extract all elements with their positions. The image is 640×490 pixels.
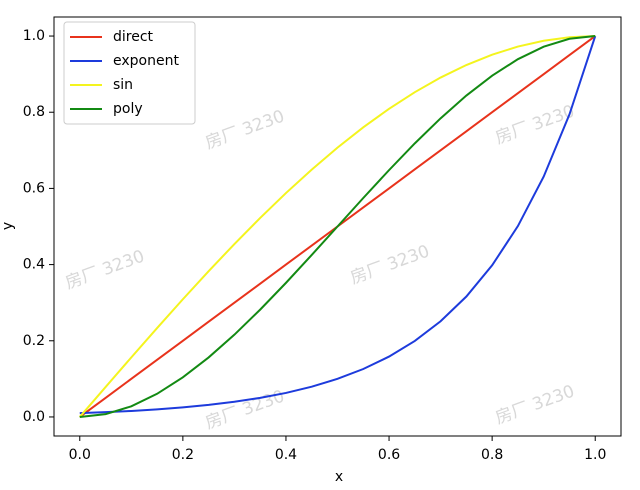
y-tick-label: 0.6 <box>23 180 45 196</box>
legend-label: sin <box>113 77 133 93</box>
x-axis-label: x <box>335 469 343 485</box>
watermark: 房厂 3230 <box>203 106 288 153</box>
y-tick-label: 0.8 <box>23 104 45 120</box>
y-tick-label: 1.0 <box>23 28 45 44</box>
series-line <box>79 35 596 418</box>
x-tick-label: 0.4 <box>275 447 297 463</box>
series-line <box>79 35 597 415</box>
x-tick-label: 0.6 <box>378 447 400 463</box>
axes-frame <box>53 16 622 437</box>
legend-label: exponent <box>113 53 179 69</box>
legend: direct exponent sin poly <box>63 21 196 125</box>
x-tick-label: 0.8 <box>481 447 503 463</box>
y-tick-label: 0.4 <box>23 257 45 273</box>
y-tick-label: 0.2 <box>23 333 45 349</box>
watermark: 房厂 3230 <box>203 386 288 433</box>
x-tick-label: 0.0 <box>69 447 91 463</box>
legend-label: poly <box>113 101 143 117</box>
legend-label: direct <box>113 29 154 45</box>
legend-box <box>63 21 196 125</box>
y-tick-label: 0.0 <box>23 409 45 425</box>
watermark: 房厂 3230 <box>348 241 433 288</box>
x-tick-label: 0.2 <box>172 447 194 463</box>
series-line <box>79 35 596 418</box>
x-tick-label: 1.0 <box>584 447 606 463</box>
watermark: 房厂 3230 <box>493 381 578 428</box>
y-axis-label: y <box>0 222 16 230</box>
watermark: 房厂 3230 <box>63 246 148 293</box>
